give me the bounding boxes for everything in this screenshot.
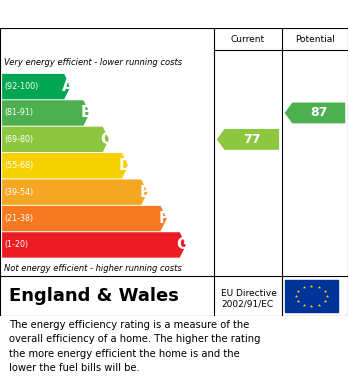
Text: (1-20): (1-20): [4, 240, 28, 249]
Text: (21-38): (21-38): [4, 214, 33, 223]
Polygon shape: [2, 206, 167, 231]
Text: 2002/91/EC: 2002/91/EC: [221, 300, 273, 308]
Text: EU Directive: EU Directive: [221, 289, 277, 298]
Text: Current: Current: [231, 35, 265, 44]
Text: Not energy efficient - higher running costs: Not energy efficient - higher running co…: [4, 264, 182, 273]
FancyBboxPatch shape: [285, 280, 338, 312]
Polygon shape: [285, 102, 345, 124]
Text: (39-54): (39-54): [4, 188, 33, 197]
Polygon shape: [2, 232, 186, 258]
Text: Potential: Potential: [295, 35, 335, 44]
Text: F: F: [158, 211, 169, 226]
Polygon shape: [2, 100, 90, 126]
Text: G: G: [177, 237, 189, 253]
Text: E: E: [139, 185, 150, 200]
Text: 77: 77: [243, 133, 261, 146]
Text: D: D: [119, 158, 132, 173]
Text: (81-91): (81-91): [4, 108, 33, 117]
Text: B: B: [81, 106, 93, 120]
Text: C: C: [100, 132, 111, 147]
Polygon shape: [2, 179, 148, 205]
Text: A: A: [62, 79, 73, 94]
Polygon shape: [217, 129, 279, 150]
Text: Very energy efficient - lower running costs: Very energy efficient - lower running co…: [4, 57, 182, 66]
Polygon shape: [2, 153, 128, 178]
Text: 87: 87: [310, 106, 327, 120]
Polygon shape: [2, 74, 70, 99]
Text: (69-80): (69-80): [4, 135, 33, 144]
Text: The energy efficiency rating is a measure of the
overall efficiency of a home. T: The energy efficiency rating is a measur…: [9, 320, 260, 373]
Text: Energy Efficiency Rating: Energy Efficiency Rating: [9, 7, 211, 22]
Text: England & Wales: England & Wales: [9, 287, 179, 305]
Text: (55-68): (55-68): [4, 161, 33, 170]
Text: (92-100): (92-100): [4, 82, 38, 91]
Polygon shape: [2, 127, 109, 152]
